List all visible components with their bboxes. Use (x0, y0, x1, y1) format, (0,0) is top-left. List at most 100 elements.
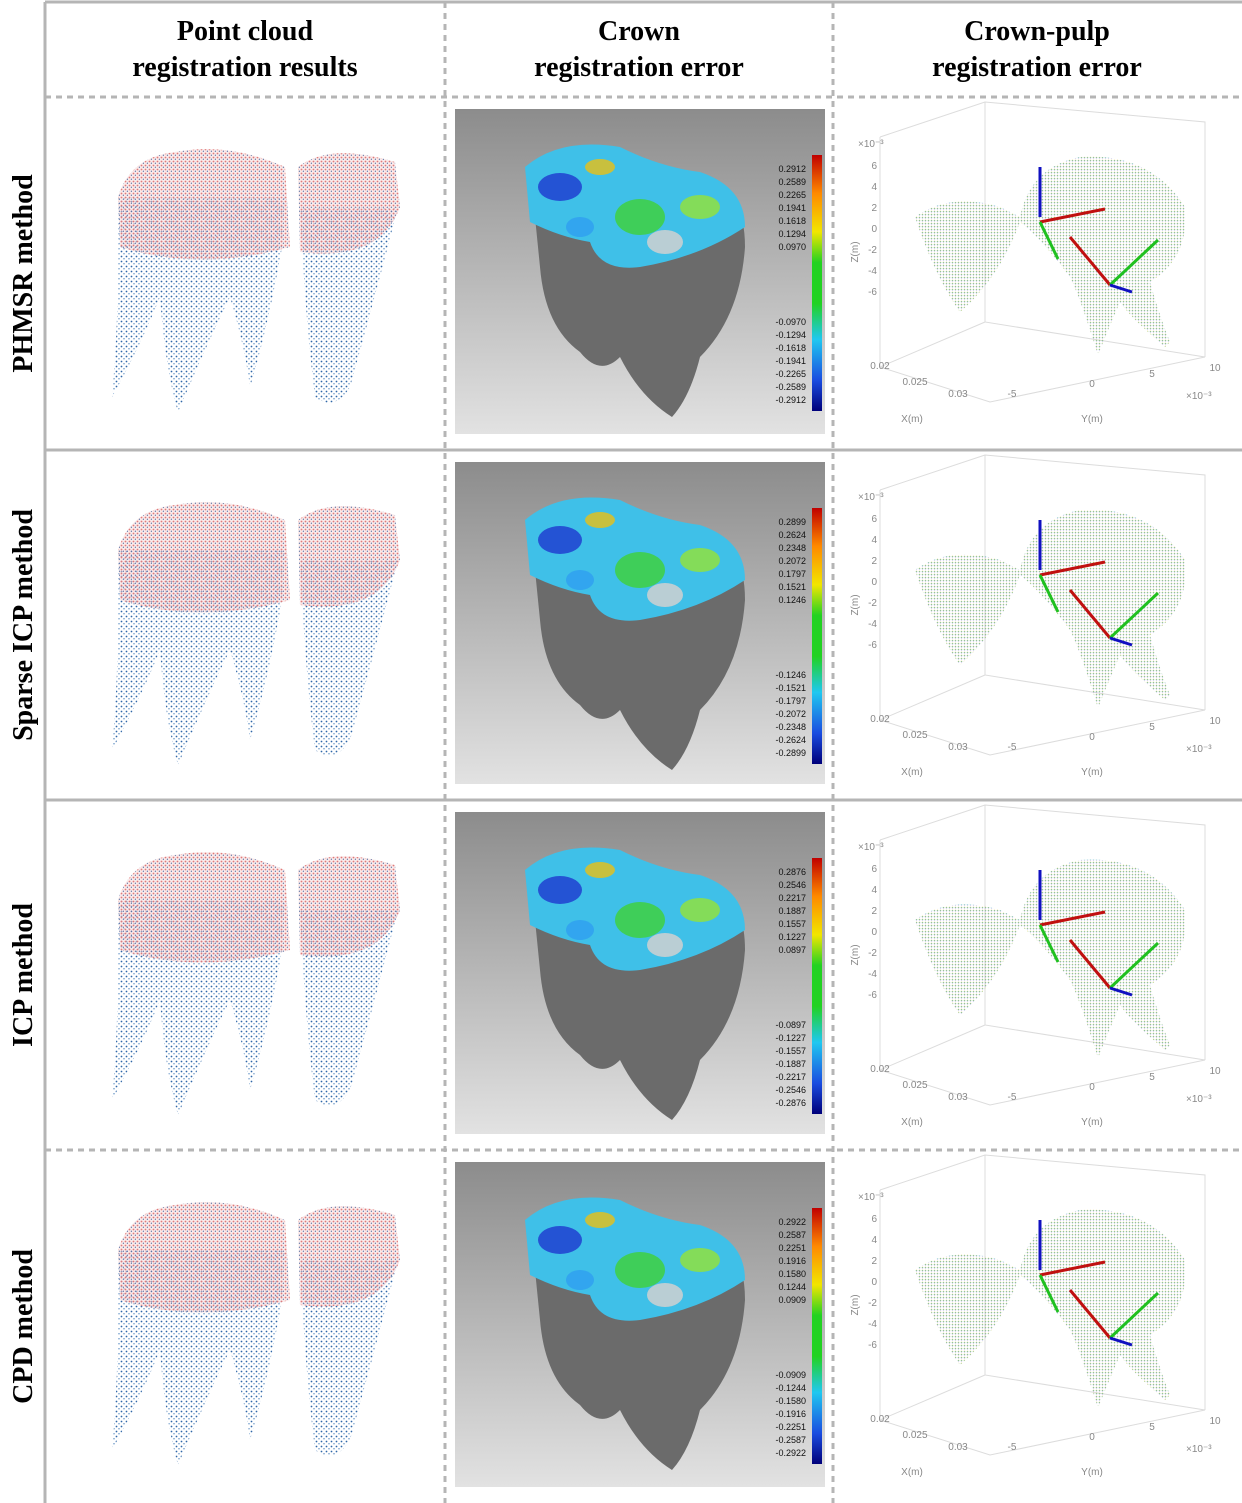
frame-axes (1038, 1274, 1160, 1340)
x-tick-label: 0.03 (948, 742, 968, 753)
colorbar-label: 0.2265 (778, 190, 806, 200)
point-cloud-tooth (300, 1260, 398, 1456)
y-axis-label: Y(m) (1081, 1467, 1103, 1478)
colorbar-label: 0.2217 (778, 893, 806, 903)
row: CPD method 0.2922 0.2587 0.2251 0.1916 0.1580… (8, 1154, 1221, 1487)
x-tick-label: 0.02 (870, 361, 890, 372)
z-tick-label: 6 (871, 161, 877, 172)
axis-exponent: ×10⁻³ (858, 842, 884, 853)
colorbar-label: 0.2912 (778, 164, 806, 174)
colorbar-label: 0.1244 (778, 1282, 806, 1292)
colorbar-label: 0.1227 (778, 932, 806, 942)
x-axis-label: X(m) (901, 1117, 923, 1128)
row: PHMSR method 0.2912 0.2589 0.2265 0.1941 0.16… (8, 101, 1221, 434)
error-patch (538, 1226, 582, 1254)
x-tick-label: 0.03 (948, 389, 968, 400)
error-patch (585, 512, 615, 528)
point-cloud-crown (298, 856, 400, 957)
colorbar-label: -0.1227 (775, 1033, 806, 1043)
column-header: Point cloud (177, 16, 314, 47)
colorbar-label: 0.2589 (778, 177, 806, 187)
colorbar-label: 0.1246 (778, 595, 806, 605)
z-tick-label: -6 (868, 990, 877, 1001)
colorbar-label: -0.2072 (775, 709, 806, 719)
colorbar-label: 0.2546 (778, 880, 806, 890)
y-tick-label: 5 (1149, 722, 1155, 733)
frame-axes (1039, 207, 1112, 286)
colorbar-label: 0.0897 (778, 945, 806, 955)
error-patch (615, 199, 665, 235)
colorbar-label: 0.2251 (778, 1243, 806, 1253)
z-tick-label: -2 (868, 598, 877, 609)
z-tick-label: 6 (871, 864, 877, 875)
axis-exponent: ×10⁻³ (858, 492, 884, 503)
y-tick-label: -5 (1008, 1092, 1017, 1103)
x-axis-label: X(m) (901, 1467, 923, 1478)
y-tick-label: -5 (1008, 1442, 1017, 1453)
frame-axes (1039, 1260, 1112, 1339)
x-tick-label: 0.02 (870, 1064, 890, 1075)
row-label: PHMSR method (8, 174, 39, 373)
colorbar-label: -0.1294 (775, 330, 806, 340)
colorbar-label: -0.1941 (775, 356, 806, 366)
y-tick-label: 10 (1209, 1416, 1221, 1427)
colorbar-label: 0.1941 (778, 203, 806, 213)
colorbar-label: -0.2348 (775, 722, 806, 732)
point-cloud-tooth (300, 560, 398, 756)
z-tick-label: 4 (871, 1235, 877, 1246)
x-tick-label: 0.025 (902, 730, 927, 741)
z-tick-label: 2 (871, 556, 877, 567)
z-tick-label: -6 (868, 287, 877, 298)
y-tick-label: 0 (1089, 379, 1095, 390)
axis-exponent: ×10⁻³ (1186, 391, 1212, 402)
z-tick-label: -2 (868, 1298, 877, 1309)
colorbar (812, 1208, 822, 1464)
error-patch (566, 920, 594, 940)
column-header: Crown (598, 16, 680, 47)
y-tick-label: 10 (1209, 363, 1221, 374)
plot-box (879, 101, 1206, 403)
y-tick-label: 0 (1089, 1432, 1095, 1443)
colorbar-label: -0.1887 (775, 1059, 806, 1069)
colorbar-label: -0.2587 (775, 1435, 806, 1445)
z-axis-label: Z(m) (850, 241, 861, 262)
x-tick-label: 0.02 (870, 714, 890, 725)
colorbar-label: 0.2072 (778, 556, 806, 566)
frame-axes (1109, 1336, 1133, 1347)
error-patch (538, 526, 582, 554)
z-tick-label: 2 (871, 1256, 877, 1267)
z-tick-label: -2 (868, 948, 877, 959)
colorbar-label: -0.2922 (775, 1448, 806, 1458)
frame-axes (1038, 924, 1160, 990)
pulp-crown-cloud (915, 859, 1186, 1058)
frame-axes (1038, 574, 1160, 640)
colorbar-label: 0.1887 (778, 906, 806, 916)
column-header: registration error (932, 52, 1142, 83)
colorbar-label: 0.1580 (778, 1269, 806, 1279)
colorbar-label: -0.2876 (775, 1098, 806, 1108)
y-axis-label: Y(m) (1081, 1117, 1103, 1128)
error-patch (680, 548, 720, 572)
frame-axes (1039, 560, 1112, 639)
z-tick-label: -4 (868, 1319, 877, 1330)
column-header: registration error (534, 52, 744, 83)
colorbar-label: -0.2589 (775, 382, 806, 392)
y-tick-label: 10 (1209, 1066, 1221, 1077)
point-cloud-tooth (300, 910, 398, 1106)
axis-exponent: ×10⁻³ (858, 139, 884, 150)
error-patch (566, 570, 594, 590)
error-patch (566, 1270, 594, 1290)
colorbar-label: 0.2348 (778, 543, 806, 553)
axis-exponent: ×10⁻³ (858, 1192, 884, 1203)
error-patch (647, 230, 683, 254)
colorbar-label: 0.1557 (778, 919, 806, 929)
colorbar-label: 0.1521 (778, 582, 806, 592)
x-axis-label: X(m) (901, 767, 923, 778)
z-tick-label: 4 (871, 535, 877, 546)
z-tick-label: -2 (868, 245, 877, 256)
colorbar-label: -0.1246 (775, 670, 806, 680)
x-tick-label: 0.025 (902, 377, 927, 388)
x-tick-label: 0.025 (902, 1080, 927, 1091)
error-patch (680, 195, 720, 219)
frame-axes (1109, 636, 1133, 647)
